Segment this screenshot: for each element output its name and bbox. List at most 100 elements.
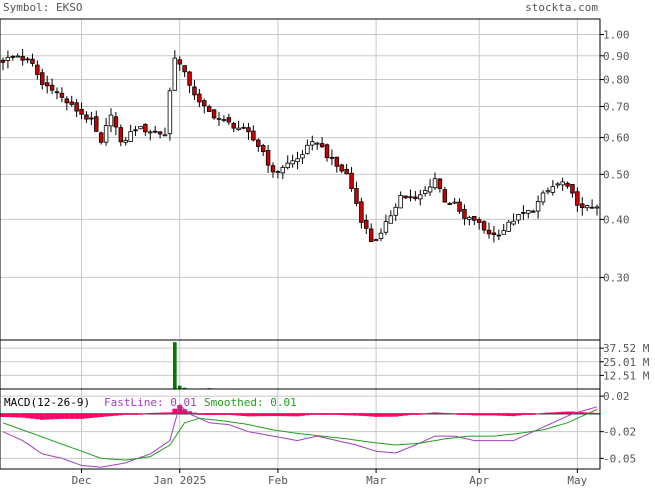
macd-hist-bar	[15, 413, 21, 418]
macd-hist-bar	[329, 413, 335, 415]
macd-hist-bar	[295, 413, 300, 417]
macd-hist-bar	[314, 413, 320, 415]
macd-hist-bar	[555, 412, 561, 414]
candle-body	[290, 160, 295, 165]
price-panel: 1.00 0.90 0.80 0.70 0.60 0.50 0.40 0.30	[0, 18, 630, 341]
price-tick-label: 0.50	[603, 168, 630, 181]
candle-body	[246, 127, 251, 133]
macd-hist-bar	[226, 413, 232, 415]
macd-hist-bar	[383, 413, 389, 417]
candle-body	[241, 126, 246, 129]
candle-body	[359, 201, 364, 223]
candle-body	[310, 141, 315, 146]
candle-body	[143, 124, 148, 133]
candle-body	[59, 92, 65, 98]
macd-hist-bar	[123, 413, 129, 415]
candle-body	[442, 189, 448, 203]
candle-body	[79, 108, 84, 115]
candle-body	[152, 130, 158, 133]
macd-hist-bar	[491, 413, 497, 416]
macd-hist-bar	[300, 413, 305, 416]
macd-hist-bar	[334, 413, 340, 415]
candle-body	[20, 55, 25, 61]
price-tick-label: 0.30	[603, 271, 630, 284]
macd-hist-bar	[506, 413, 512, 417]
macd-hist-bar	[545, 412, 551, 414]
macd-hist-bar	[0, 413, 6, 417]
candle-body	[373, 239, 379, 242]
candle-body	[319, 143, 325, 148]
price-tick-label: 0.70	[603, 100, 630, 113]
candle-body	[462, 208, 467, 219]
macd-hist-bar	[196, 413, 202, 415]
macd-hist-bar	[358, 413, 364, 416]
macd-hist-bar	[363, 413, 369, 417]
volume-bar	[172, 342, 177, 389]
candle-body	[192, 86, 197, 96]
macd-hist-bar	[206, 413, 212, 416]
macd-hist-bar	[525, 413, 531, 415]
macd-hist-bar	[339, 413, 345, 416]
macd-hist-bar	[118, 413, 124, 416]
macd-hist-bar	[157, 412, 163, 414]
candle-body	[98, 132, 104, 143]
candle-body	[285, 162, 290, 169]
candle-body	[197, 93, 202, 103]
candle-body	[226, 117, 232, 123]
x-tick-label: Mar	[366, 474, 386, 486]
macd-panel: 0.02 -0.02 -0.05	[0, 388, 636, 470]
macd-hist-bar	[280, 413, 286, 417]
macd-hist-bar	[88, 413, 94, 418]
candle-body	[506, 221, 511, 232]
macd-hist-bar	[103, 413, 109, 417]
candle-body	[467, 216, 472, 220]
macd-hist-bar	[447, 413, 453, 415]
macd-hist-bar	[388, 413, 394, 417]
candle-body	[550, 186, 556, 193]
price-grid	[0, 19, 600, 340]
macd-hist-bar	[324, 413, 330, 415]
macd-hist-bar	[98, 413, 104, 417]
candle-body	[516, 214, 521, 221]
candle-body	[584, 205, 590, 209]
candle-body	[5, 56, 11, 61]
candle-body	[491, 232, 497, 235]
macd-hist-bar	[25, 413, 30, 419]
macd-hist-bar	[54, 413, 60, 420]
smoothed-label: Smoothed: 0.01	[204, 396, 297, 409]
candle-body	[408, 196, 413, 199]
candle-body	[118, 127, 124, 143]
macd-hist-bar	[69, 413, 75, 419]
candle-body	[231, 122, 236, 129]
macd-hist-bar	[540, 412, 546, 414]
candle-body	[422, 190, 428, 194]
macd-hist-bar	[398, 413, 404, 417]
candle-body	[496, 234, 502, 237]
fastline-label: FastLine: 0.01	[104, 396, 197, 409]
candle-body	[280, 167, 286, 174]
x-axis: Dec Jan 2025 Feb Mar Apr May	[72, 469, 588, 487]
macd-y-axis: 0.02 -0.02 -0.05	[600, 390, 636, 465]
macd-hist-bar	[30, 413, 35, 419]
candle-body	[589, 206, 595, 209]
candle-body	[472, 215, 477, 221]
candle-body	[437, 178, 443, 189]
macd-hist-bar	[255, 413, 261, 417]
macd-hist-bar	[520, 413, 526, 416]
macd-hist-bar	[128, 413, 134, 415]
macd-hist-bar	[594, 412, 600, 414]
candle-body	[300, 154, 305, 159]
candle-body	[182, 65, 187, 73]
macd-hist-bar	[172, 408, 178, 414]
macd-hist-bar	[530, 413, 536, 415]
macd-hist-bar	[589, 412, 595, 414]
macd-hist-bar	[108, 413, 114, 417]
macd-hist-bar	[516, 413, 521, 416]
candle-body	[364, 220, 369, 229]
candle-body	[486, 229, 492, 235]
macd-hist-bar	[64, 413, 70, 419]
candle-body	[148, 131, 153, 134]
macd-label: MACD(12-26-9)	[4, 396, 90, 409]
macd-hist-bar	[49, 413, 55, 420]
